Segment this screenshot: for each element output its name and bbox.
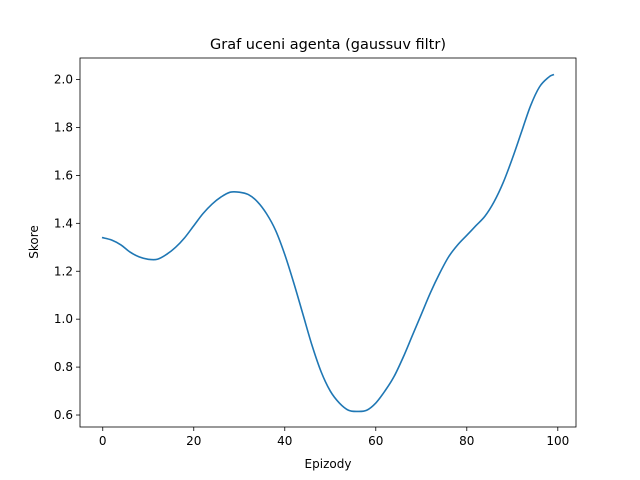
series-line: [101, 73, 555, 413]
tick-group: 0 20 40 60 80 100 0.6 0.8 1.0 1.2 1.4 1.6 1.8 2.0: [54, 73, 569, 448]
y-tick-label: 1.4: [54, 216, 73, 230]
y-tick-label: 0.8: [54, 360, 73, 374]
x-tick-label: 60: [368, 434, 383, 448]
x-tick-label: 80: [459, 434, 474, 448]
x-tick-label: 100: [546, 434, 569, 448]
x-tick-label: 0: [99, 434, 107, 448]
y-tick-label: 1.8: [54, 120, 73, 134]
plot-area-frame: [79, 57, 577, 428]
y-tick-label: 1.2: [54, 264, 73, 278]
x-tick-label: 40: [277, 434, 292, 448]
chart-title: Graf uceni agenta (gaussuv filtr): [210, 37, 446, 53]
y-axis-label: Skore: [27, 225, 41, 259]
y-tick-label: 0.6: [54, 408, 73, 422]
x-axis-label: Epizody: [305, 457, 352, 471]
y-tick-label: 1.0: [54, 312, 73, 326]
y-tick-label: 2.0: [54, 73, 73, 87]
y-tick-label: 1.6: [54, 168, 73, 182]
x-tick-label: 20: [186, 434, 201, 448]
